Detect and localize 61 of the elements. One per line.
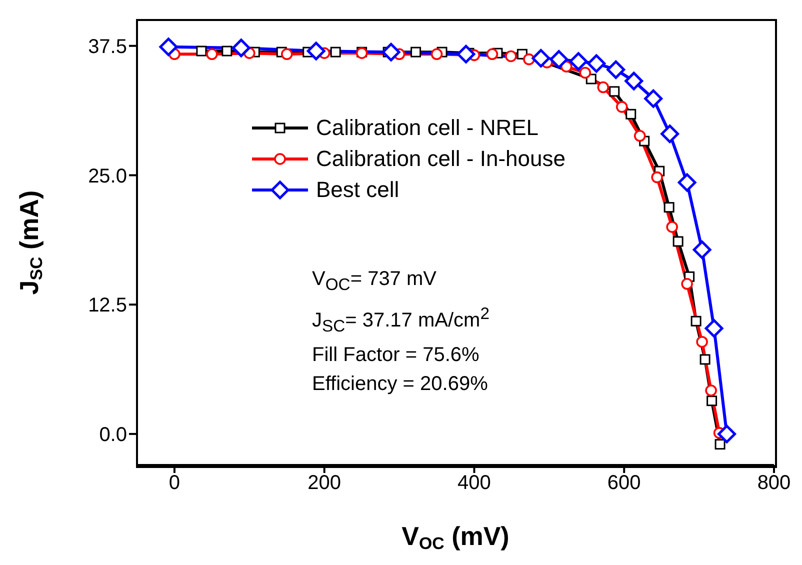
point <box>690 316 702 326</box>
point <box>569 52 588 71</box>
point <box>587 54 606 73</box>
point <box>196 46 207 56</box>
point <box>624 72 644 90</box>
point <box>678 173 696 192</box>
point <box>486 48 498 60</box>
annotation: V$_{OC}$= 737 mV <box>312 267 438 296</box>
point <box>232 38 250 58</box>
x-tick-label: 600 <box>607 472 641 494</box>
point <box>634 130 646 142</box>
point <box>664 202 674 213</box>
point <box>222 46 232 56</box>
y-tick-label: 37.5 <box>88 36 127 58</box>
point <box>505 50 517 62</box>
point <box>579 66 592 79</box>
point <box>704 319 724 338</box>
point <box>532 49 550 68</box>
point <box>672 236 684 247</box>
point <box>644 89 663 108</box>
point <box>550 50 568 69</box>
point <box>606 60 626 79</box>
annotation: J$_{SC}$= 37.17 mA/cm$^{2}$ <box>312 303 490 338</box>
x-tick-label: 400 <box>458 472 491 494</box>
point <box>660 124 680 144</box>
y-tick-label: 12.5 <box>88 294 127 317</box>
legend-label: Best cell <box>316 176 400 202</box>
annotation: Fill Factor = 75.6% <box>312 342 480 368</box>
y-tick-label: 0.0 <box>99 424 127 446</box>
point <box>430 48 443 60</box>
point <box>330 46 341 58</box>
x-tick-label: 0 <box>168 472 180 494</box>
point <box>666 221 678 233</box>
annotation: Efficiency = 20.69% <box>312 372 489 397</box>
point <box>626 108 636 120</box>
point <box>523 53 535 66</box>
y-tick-label: 25.0 <box>88 165 127 188</box>
point <box>609 86 620 97</box>
point <box>681 278 693 290</box>
point <box>616 101 628 113</box>
legend-label: Calibration cell - NREL <box>316 114 539 140</box>
point <box>410 46 422 58</box>
point <box>306 42 326 60</box>
point <box>597 81 610 94</box>
point <box>280 48 293 60</box>
point <box>382 42 400 62</box>
point <box>705 384 717 396</box>
legend-label: Calibration cell - In-house <box>316 146 566 172</box>
point <box>696 336 708 348</box>
x-tick-label: 800 <box>757 472 791 494</box>
point <box>456 44 476 64</box>
point <box>651 171 663 184</box>
point <box>714 439 726 450</box>
point <box>206 48 218 60</box>
x-tick-label: 200 <box>308 472 342 494</box>
point <box>706 396 718 406</box>
point <box>700 354 710 365</box>
point <box>718 424 736 444</box>
point <box>159 38 178 56</box>
point <box>692 240 712 259</box>
x-axis-title: V$_{OC}$ (mV) <box>402 521 510 554</box>
